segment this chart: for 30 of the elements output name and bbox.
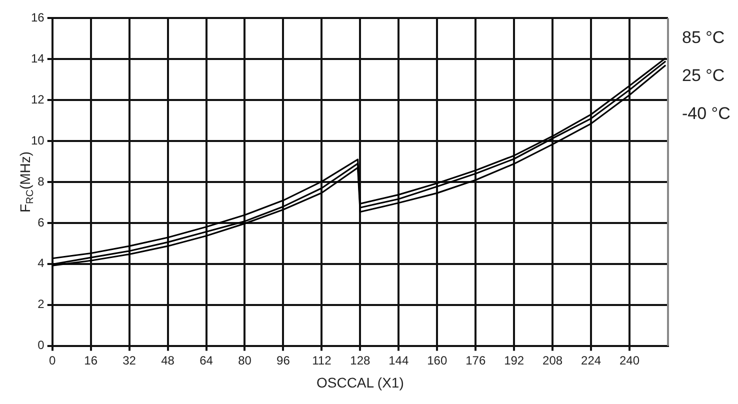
x-tick-label: 192 (504, 353, 524, 368)
x-tick-label: 144 (388, 353, 409, 368)
y-tick-label: 8 (38, 174, 45, 188)
y-tick-label: 14 (30, 51, 45, 66)
x-tick-label: 80 (238, 353, 252, 368)
y-tick-label: 2 (38, 297, 45, 312)
x-tick-label: 128 (350, 353, 371, 368)
y-tick-label: 12 (30, 92, 45, 106)
x-tick-label: 240 (620, 353, 640, 368)
x-tick-label: 160 (427, 353, 448, 368)
x-tick-label: 16 (84, 353, 98, 368)
series-label: 85 °C (682, 28, 725, 47)
y-tick-label: 4 (38, 256, 45, 270)
x-tick-label: 112 (312, 353, 332, 368)
x-tick-label: 64 (200, 353, 214, 368)
x-tick-label: 176 (466, 353, 486, 368)
y-tick-label: 0 (38, 338, 45, 352)
x-tick-label: 32 (122, 353, 136, 368)
y-axis-title: FRC(MHz) (16, 151, 36, 213)
y-tick-label: 6 (38, 215, 45, 230)
y-tick-label: 16 (30, 10, 45, 25)
y-tick-label: 10 (30, 133, 45, 148)
x-tick-label: 0 (49, 353, 56, 368)
x-axis-title: OSCCAL (X1) (316, 374, 404, 390)
x-tick-label: 208 (542, 353, 563, 368)
x-tick-label: 96 (276, 353, 290, 368)
x-tick-label: 224 (581, 353, 602, 368)
text: -40 °C (682, 104, 730, 123)
series-label: 25 °C (682, 66, 725, 85)
x-tick-label: 48 (161, 353, 175, 368)
